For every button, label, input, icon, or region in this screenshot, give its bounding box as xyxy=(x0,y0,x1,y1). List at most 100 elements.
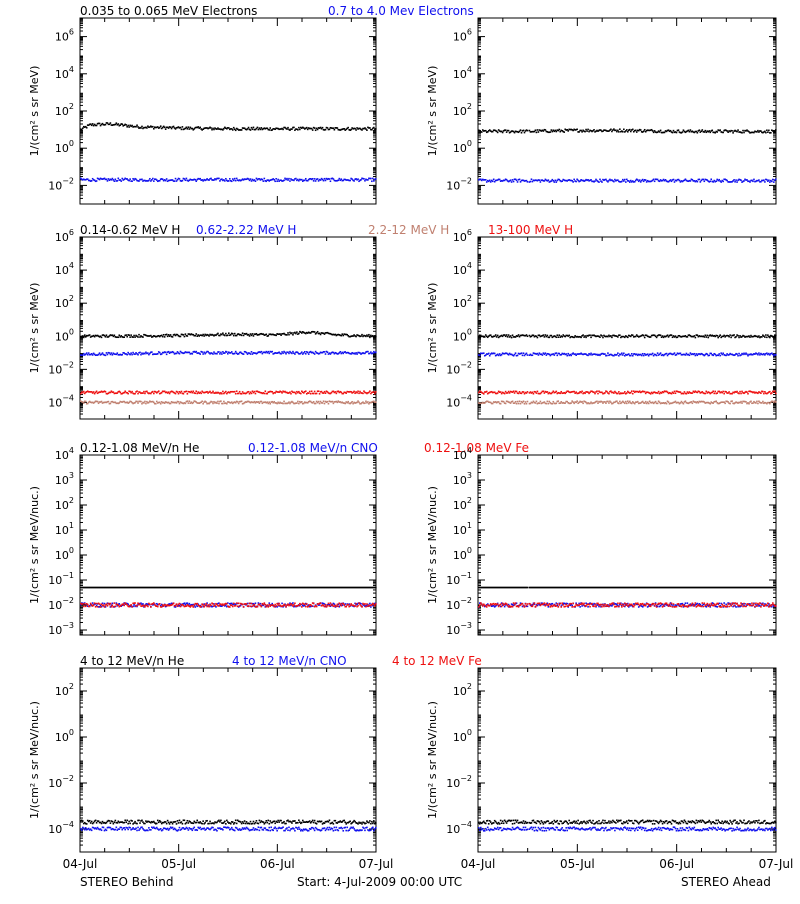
legend-label-3-2: 0.12-1.08 MeV/n CNO xyxy=(248,441,378,455)
data-point xyxy=(319,403,321,405)
data-point xyxy=(220,400,222,402)
data-point xyxy=(760,392,762,394)
data-point xyxy=(366,129,368,131)
data-point xyxy=(148,180,150,182)
data-point xyxy=(625,181,627,183)
data-point xyxy=(509,392,511,394)
data-point xyxy=(336,393,338,395)
data-point xyxy=(648,403,650,405)
data-point xyxy=(227,353,229,355)
data-point xyxy=(697,334,699,336)
data-point xyxy=(226,351,228,353)
data-point xyxy=(364,180,366,182)
data-point xyxy=(165,128,167,130)
data-point xyxy=(147,352,149,354)
data-point xyxy=(350,129,352,131)
data-point xyxy=(121,354,123,356)
data-point xyxy=(702,129,704,131)
data-point xyxy=(514,392,516,394)
data-point xyxy=(756,401,758,403)
data-point xyxy=(767,334,769,336)
data-point xyxy=(306,127,308,129)
data-point xyxy=(116,122,118,124)
data-point xyxy=(212,403,214,405)
data-point xyxy=(311,128,313,130)
data-point xyxy=(634,403,636,405)
data-point xyxy=(632,129,634,131)
data-point xyxy=(195,180,197,182)
data-point xyxy=(87,354,89,356)
data-point xyxy=(555,336,557,338)
data-point xyxy=(133,335,135,337)
data-point xyxy=(722,391,724,393)
data-point xyxy=(125,334,127,336)
data-point xyxy=(564,402,566,404)
data-point xyxy=(339,351,341,353)
data-point xyxy=(217,401,219,403)
data-point xyxy=(186,391,188,393)
data-point xyxy=(540,401,542,403)
y-axis-label-1-ahead: 1/(cm² s sr MeV) xyxy=(426,66,439,157)
data-point xyxy=(127,393,129,395)
data-point xyxy=(657,392,659,394)
data-point xyxy=(310,393,312,395)
data-point xyxy=(177,391,179,393)
data-point xyxy=(106,178,108,180)
data-point xyxy=(125,124,127,126)
data-point xyxy=(325,392,327,394)
data-point xyxy=(510,179,512,181)
data-point xyxy=(297,401,299,403)
data-point xyxy=(372,335,374,337)
data-point xyxy=(232,333,234,335)
data-point xyxy=(549,401,551,403)
data-point xyxy=(499,179,501,181)
data-point xyxy=(222,332,224,334)
data-point xyxy=(593,129,595,131)
data-point xyxy=(772,179,774,181)
data-point xyxy=(639,179,641,181)
data-point xyxy=(644,402,646,404)
data-point xyxy=(533,335,535,337)
data-point xyxy=(293,127,295,129)
data-point xyxy=(192,390,194,392)
data-point xyxy=(294,353,296,355)
data-point xyxy=(585,129,587,131)
data-point xyxy=(581,391,583,393)
data-point xyxy=(719,129,721,131)
data-point xyxy=(733,334,735,336)
data-point xyxy=(722,352,724,354)
plot-frame-3-behind xyxy=(80,455,376,635)
data-point xyxy=(298,403,300,405)
data-point xyxy=(740,401,742,403)
data-point xyxy=(241,129,243,131)
data-point xyxy=(369,337,371,339)
data-point xyxy=(118,603,120,605)
data-point xyxy=(250,353,252,355)
data-point xyxy=(258,129,260,131)
data-point xyxy=(128,334,130,336)
data-point xyxy=(613,392,615,394)
data-point xyxy=(652,353,654,355)
data-point xyxy=(312,178,314,180)
data-point xyxy=(584,131,586,133)
legend-label-2-1: 0.14-0.62 MeV H xyxy=(80,223,180,237)
data-point xyxy=(537,353,539,355)
data-point xyxy=(252,333,254,335)
data-point xyxy=(617,130,619,132)
plot-frame-1-behind xyxy=(80,18,376,204)
data-point xyxy=(225,391,227,393)
data-point xyxy=(134,353,136,355)
data-point xyxy=(683,393,685,395)
data-point xyxy=(725,355,727,357)
data-point xyxy=(598,181,600,183)
data-point xyxy=(250,178,252,180)
data-point xyxy=(220,352,222,354)
data-point xyxy=(152,178,154,180)
data-point xyxy=(626,179,628,181)
data-point xyxy=(168,351,170,353)
data-point xyxy=(697,181,699,183)
data-point xyxy=(317,129,319,131)
data-point xyxy=(231,180,233,182)
data-point xyxy=(164,127,166,129)
data-point xyxy=(629,129,631,131)
